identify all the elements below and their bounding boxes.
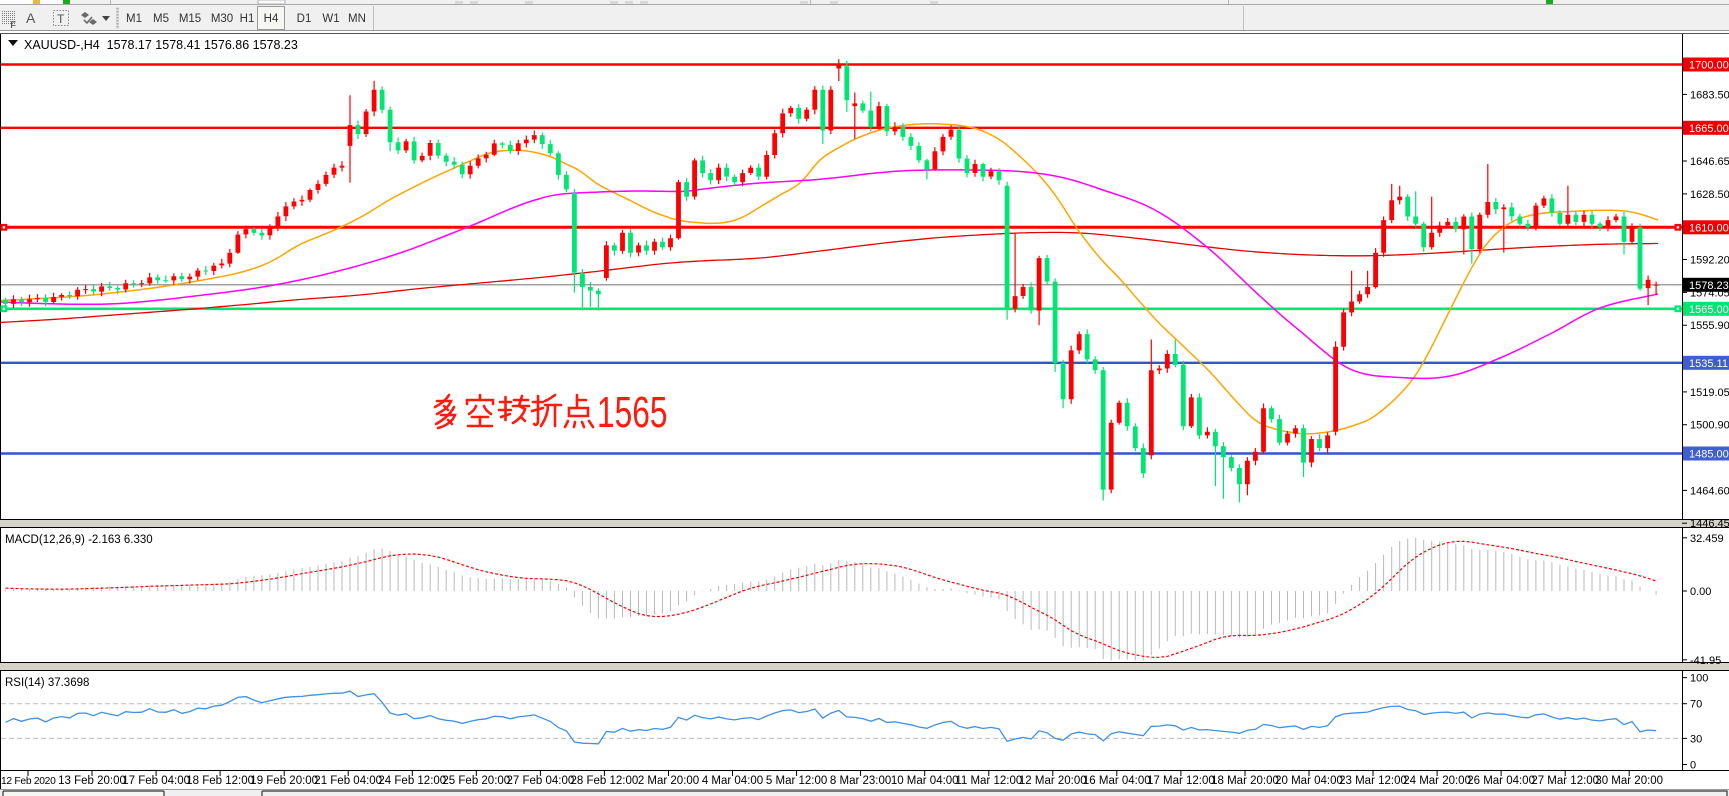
svg-text:27 Mar 12:00: 27 Mar 12:00	[1531, 775, 1599, 787]
svg-text:1485.00: 1485.00	[1689, 449, 1729, 461]
svg-text:-41.95: -41.95	[1690, 655, 1721, 667]
svg-text:H1: H1	[240, 13, 255, 25]
svg-text:1500.90: 1500.90	[1690, 420, 1729, 432]
svg-text:24 Mar 20:00: 24 Mar 20:00	[1403, 775, 1471, 787]
svg-text:1628.50: 1628.50	[1690, 189, 1729, 201]
svg-text:1578.23: 1578.23	[1689, 280, 1729, 292]
svg-text:1646.65: 1646.65	[1690, 156, 1729, 168]
svg-text:1464.60: 1464.60	[1690, 485, 1729, 497]
svg-text:25 Feb 20:00: 25 Feb 20:00	[442, 775, 510, 787]
svg-text:13 Feb 20:00: 13 Feb 20:00	[58, 775, 126, 787]
svg-text:24 Feb 12:00: 24 Feb 12:00	[378, 775, 446, 787]
svg-text:30 Mar 20:00: 30 Mar 20:00	[1595, 775, 1663, 787]
svg-text:RSI(14) 37.3698: RSI(14) 37.3698	[5, 677, 89, 689]
svg-text:1592.20: 1592.20	[1690, 255, 1729, 267]
svg-text:A: A	[26, 10, 36, 26]
svg-text:4 Mar 04:00: 4 Mar 04:00	[702, 775, 763, 787]
svg-text:M5: M5	[153, 13, 169, 25]
svg-text:18 Mar 20:00: 18 Mar 20:00	[1211, 775, 1279, 787]
svg-text:27 Feb 04:00: 27 Feb 04:00	[507, 775, 575, 787]
svg-text:2 Mar 20:00: 2 Mar 20:00	[638, 775, 699, 787]
svg-text:16 Mar 04:00: 16 Mar 04:00	[1083, 775, 1151, 787]
svg-text:12 Feb 2020: 12 Feb 2020	[1, 776, 56, 787]
svg-text:70: 70	[1690, 699, 1702, 711]
svg-text:1535.11: 1535.11	[1689, 358, 1728, 370]
svg-text:1519.05: 1519.05	[1690, 387, 1729, 399]
svg-text:20 Mar 04:00: 20 Mar 04:00	[1275, 775, 1343, 787]
svg-text:10 Mar 04:00: 10 Mar 04:00	[891, 775, 959, 787]
svg-text:30: 30	[1690, 733, 1702, 745]
svg-text:M30: M30	[211, 13, 233, 25]
svg-text:21 Feb 04:00: 21 Feb 04:00	[314, 775, 382, 787]
svg-text:M15: M15	[179, 13, 201, 25]
svg-text:1446.45: 1446.45	[1690, 518, 1729, 530]
svg-text:F: F	[11, 20, 17, 30]
svg-text:32.459: 32.459	[1690, 533, 1724, 545]
svg-text:8 Mar 23:00: 8 Mar 23:00	[830, 775, 891, 787]
svg-text:1683.50: 1683.50	[1690, 89, 1729, 101]
svg-text:T: T	[57, 12, 65, 26]
svg-text:XAUUSD-,H4 1578.17 1578.41 15: XAUUSD-,H4 1578.17 1578.41 1576.86 1578.…	[24, 38, 298, 52]
svg-text:26 Mar 04:00: 26 Mar 04:00	[1467, 775, 1535, 787]
svg-text:12 Mar 20:00: 12 Mar 20:00	[1019, 775, 1087, 787]
svg-text:D1: D1	[297, 13, 312, 25]
svg-text:17 Feb 04:00: 17 Feb 04:00	[122, 775, 190, 787]
svg-text:1565.00: 1565.00	[1689, 304, 1729, 316]
svg-text:1665.00: 1665.00	[1689, 123, 1729, 135]
svg-text:23 Mar 12:00: 23 Mar 12:00	[1339, 775, 1407, 787]
svg-text:17 Mar 12:00: 17 Mar 12:00	[1147, 775, 1215, 787]
svg-text:1565: 1565	[597, 388, 667, 437]
svg-text:5 Mar 12:00: 5 Mar 12:00	[766, 775, 827, 787]
svg-text:0: 0	[1690, 760, 1696, 772]
svg-text:1700.00: 1700.00	[1689, 60, 1729, 72]
svg-text:M1: M1	[126, 13, 142, 25]
svg-text:H4: H4	[264, 13, 279, 25]
svg-text:W1: W1	[322, 13, 339, 25]
svg-text:11 Mar 12:00: 11 Mar 12:00	[955, 775, 1022, 787]
svg-text:18 Feb 12:00: 18 Feb 12:00	[186, 775, 254, 787]
svg-text:MACD(12,26,9) -2.163 6.330: MACD(12,26,9) -2.163 6.330	[5, 534, 153, 546]
svg-text:19 Feb 20:00: 19 Feb 20:00	[250, 775, 318, 787]
svg-text:0.00: 0.00	[1690, 586, 1711, 598]
svg-text:28 Feb 12:00: 28 Feb 12:00	[571, 775, 639, 787]
svg-text:1610.00: 1610.00	[1689, 222, 1729, 234]
svg-text:100: 100	[1690, 673, 1708, 685]
svg-text:MN: MN	[348, 13, 366, 25]
svg-text:1555.90: 1555.90	[1690, 320, 1729, 332]
